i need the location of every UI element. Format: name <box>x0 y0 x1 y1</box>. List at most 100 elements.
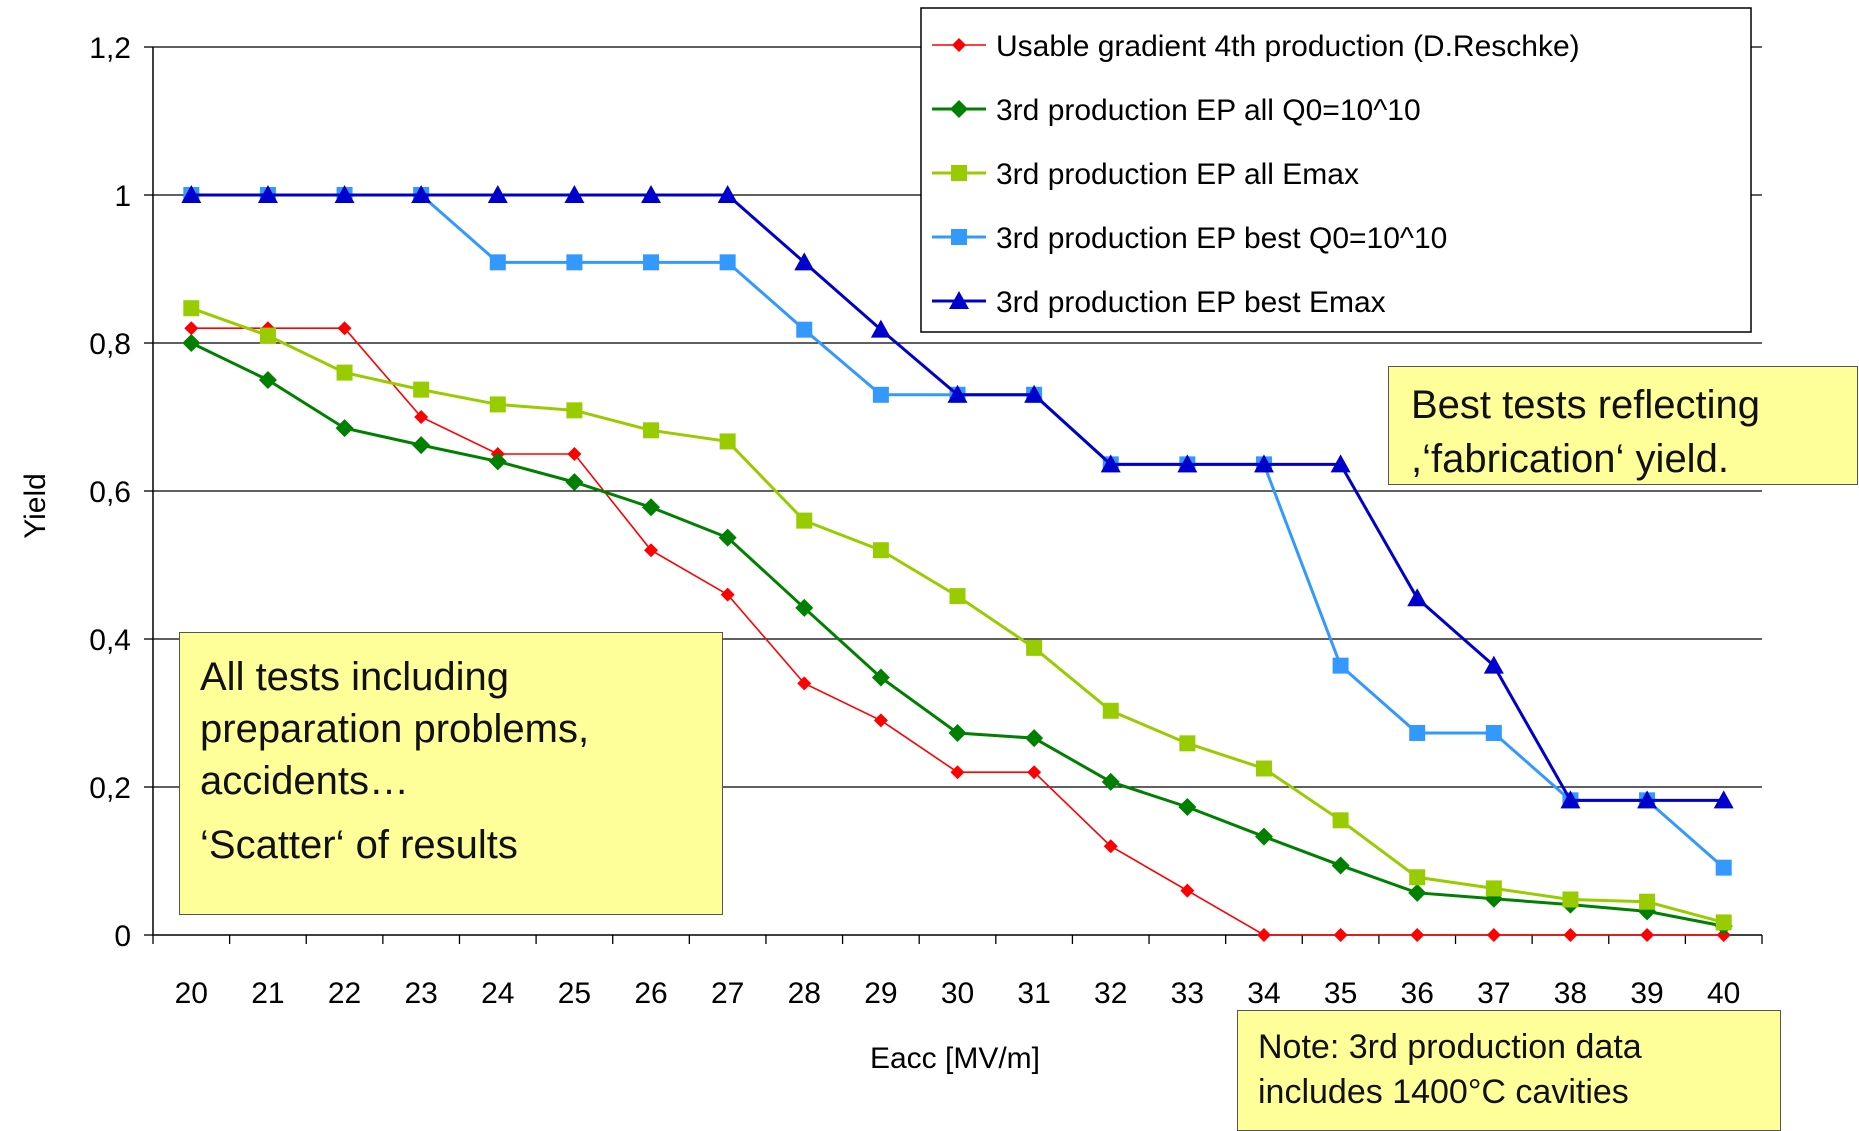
data-point <box>1562 891 1579 908</box>
data-point <box>1254 827 1273 846</box>
data-point <box>949 588 966 605</box>
x-tick-label: 21 <box>251 977 284 1010</box>
data-point <box>1025 729 1044 748</box>
data-point <box>414 410 429 424</box>
x-tick-label: 28 <box>788 977 821 1010</box>
x-tick-label: 25 <box>558 977 591 1010</box>
y-tick-label: 1,2 <box>89 32 131 65</box>
all-tests-line-2: preparation problems, <box>200 707 590 751</box>
production-note-annotation: Note: 3rd production data includes 1400°… <box>1237 1010 1781 1131</box>
data-point <box>796 321 813 338</box>
data-point <box>1640 928 1655 942</box>
all-tests-line-1: All tests including <box>200 655 510 699</box>
x-tick-labels: 20 21 22 23 24 25 26 27 28 29 30 31 32 33 34 35 36 37 38 39… <box>175 977 1741 1010</box>
data-point <box>181 185 202 203</box>
data-point <box>334 185 355 203</box>
data-point <box>1332 812 1349 829</box>
legend: Usable gradient 4th production (D.Reschk… <box>920 7 1752 333</box>
x-tick-label: 32 <box>1094 977 1127 1010</box>
all-tests-line-3: accidents… <box>200 759 409 803</box>
legend-entry: 3rd production EP best Q0=10^10 <box>932 222 1447 255</box>
data-point <box>1409 724 1426 741</box>
data-point <box>870 319 891 338</box>
data-point <box>412 436 431 455</box>
data-point <box>182 334 201 352</box>
data-point <box>795 598 814 617</box>
data-series <box>181 185 1734 942</box>
data-point <box>719 254 736 271</box>
best-tests-annotation: Best tests reflecting ,‘fabrication‘ yie… <box>1388 366 1858 485</box>
legend-entry: 3rd production EP all Q0=10^10 <box>932 94 1421 127</box>
all-tests-line-4: ‘Scatter‘ of results <box>200 823 518 867</box>
data-point <box>1101 772 1120 791</box>
legend-swatch-marker <box>952 38 966 52</box>
data-point <box>1408 883 1427 902</box>
y-tick-label: 1 <box>114 180 131 213</box>
data-point <box>337 321 352 336</box>
data-point <box>1333 928 1348 942</box>
legend-swatch-marker <box>951 165 967 181</box>
x-tick-label: 24 <box>481 977 514 1010</box>
y-tick-label: 0,6 <box>89 476 131 509</box>
data-point <box>184 321 199 336</box>
data-point <box>488 452 507 471</box>
data-point <box>567 447 582 461</box>
data-point <box>1715 914 1732 931</box>
data-point <box>950 765 965 780</box>
x-tick-label: 36 <box>1401 977 1434 1010</box>
data-point <box>947 384 968 403</box>
y-tick-labels: 0 0,2 0,4 0,6 0,8 1 1,2 <box>89 32 131 953</box>
data-point <box>257 185 278 203</box>
data-point <box>1713 790 1734 809</box>
data-point <box>1407 588 1428 607</box>
legend-label: 3rd production EP best Q0=10^10 <box>996 222 1447 255</box>
data-point <box>1024 384 1045 403</box>
data-point <box>1256 928 1271 942</box>
data-point <box>1332 657 1349 674</box>
x-tick-label: 29 <box>864 977 897 1010</box>
data-point <box>1180 883 1195 898</box>
x-axis-label: Eacc [MV/m] <box>870 1042 1040 1075</box>
data-point <box>1331 856 1350 875</box>
data-point <box>794 252 815 271</box>
data-point <box>335 419 354 438</box>
legend-entry: Usable gradient 4th production (D.Reschk… <box>932 30 1580 63</box>
legend-frame <box>920 7 1752 333</box>
data-point <box>643 422 660 439</box>
data-point <box>487 185 508 203</box>
x-tick-label: 31 <box>1017 977 1050 1010</box>
data-point <box>641 185 662 203</box>
data-point <box>1637 790 1658 809</box>
data-point <box>259 327 276 344</box>
data-point <box>411 185 432 203</box>
data-point <box>1026 639 1043 656</box>
data-point <box>642 498 661 517</box>
y-tick-label: 0,4 <box>89 624 131 657</box>
y-tick-label: 0 <box>114 920 131 953</box>
x-tick-label: 27 <box>711 977 744 1010</box>
legend-swatch-marker <box>949 291 969 309</box>
y-axis-label: Yield <box>19 473 52 539</box>
x-tick-label: 39 <box>1630 977 1663 1010</box>
data-point <box>183 300 200 317</box>
x-tick-label: 35 <box>1324 977 1357 1010</box>
data-point <box>1409 869 1426 886</box>
data-point <box>1563 928 1578 942</box>
x-tick-label: 34 <box>1247 977 1280 1010</box>
data-point <box>1486 928 1501 942</box>
data-point <box>1330 454 1351 473</box>
data-point <box>644 543 659 558</box>
data-point <box>1255 760 1272 777</box>
data-point <box>413 381 430 398</box>
x-tick-label: 20 <box>175 977 208 1010</box>
data-point <box>565 473 584 492</box>
legend-label: 3rd production EP all Q0=10^10 <box>996 94 1421 127</box>
production-note-line-2: includes 1400°C cavities <box>1258 1073 1629 1111</box>
data-point <box>1103 839 1118 854</box>
data-point <box>489 254 506 271</box>
data-point <box>719 433 736 450</box>
data-point <box>1485 724 1502 741</box>
data-point <box>489 396 506 413</box>
legend-swatch-marker <box>951 229 967 245</box>
